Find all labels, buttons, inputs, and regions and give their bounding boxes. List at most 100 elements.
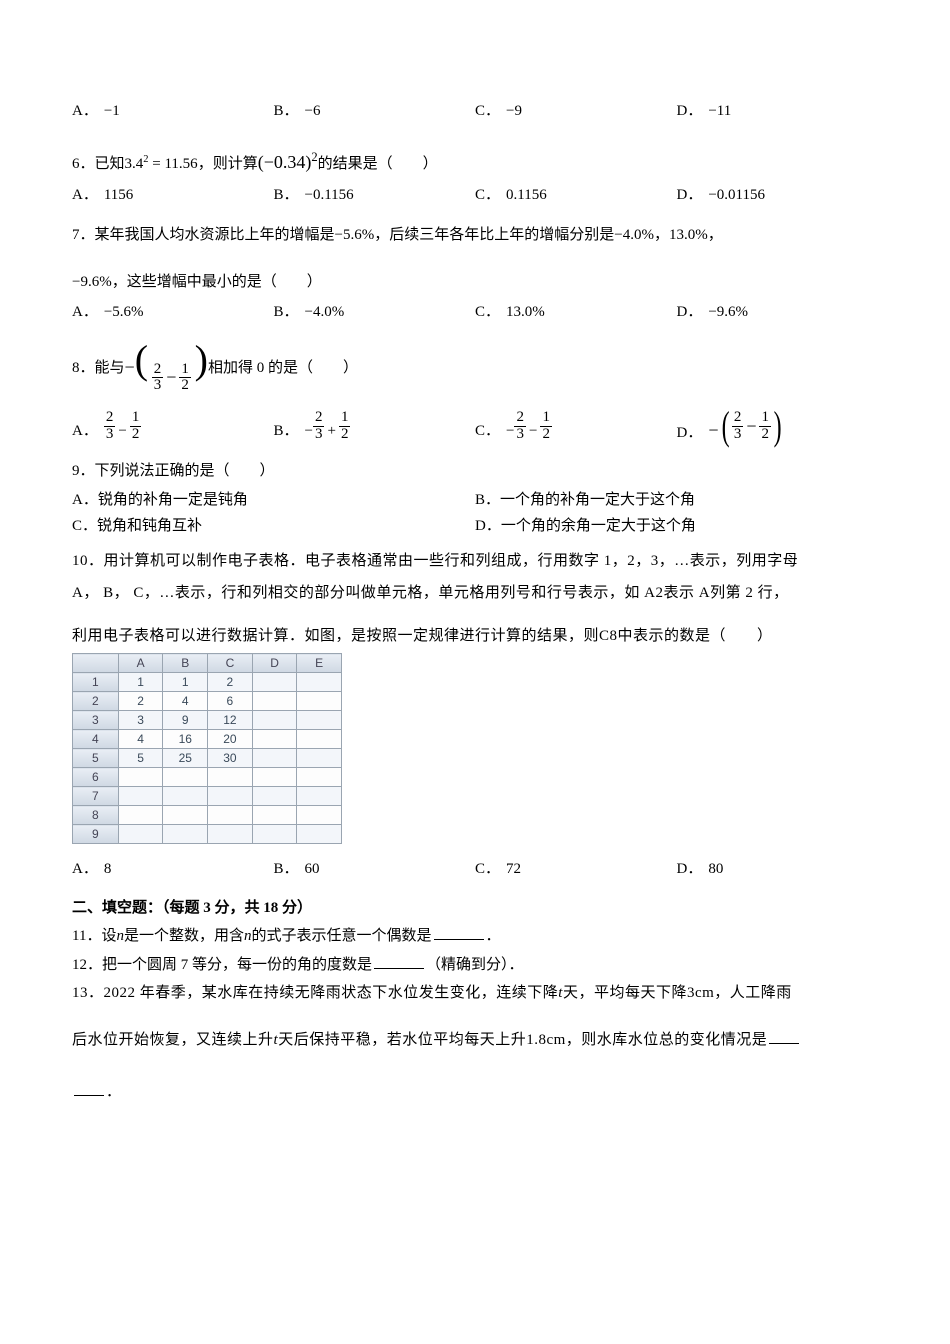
sheet-cell: [252, 730, 297, 749]
sheet-col-header: A: [118, 654, 163, 673]
q5-option-d: D．−11: [677, 100, 879, 123]
q8-options: A． 23 − 12 B． − 23 + 12 C． − 23 − 12 D． …: [72, 408, 878, 444]
sheet-cell: 16: [163, 730, 208, 749]
q9-options-row1: A．锐角的补角一定是钝角 B．一个角的补角一定大于这个角: [72, 489, 878, 512]
sheet-cell: [252, 806, 297, 825]
q7-line1: 7．某年我国人均水资源比上年的增幅是−5.6%，后续三年各年比上年的增幅分别是−…: [72, 224, 878, 247]
section-2-title: 二、填空题：（每题 3 分，共 18 分）: [72, 897, 878, 920]
q10-line1: 10．用计算机可以制作电子表格．电子表格通常由一些行和列组成，行用数字 1，2，…: [72, 550, 878, 573]
sheet-cell: [252, 768, 297, 787]
fill-blank[interactable]: [434, 925, 484, 940]
q10-option-b: B．60: [274, 858, 476, 881]
q13-line3: ．: [72, 1081, 878, 1104]
sheet-cell: [297, 730, 342, 749]
q10-option-d: D．80: [677, 858, 879, 881]
sheet-cell: [297, 768, 342, 787]
fill-blank[interactable]: [374, 954, 424, 969]
q7-option-a: A．−5.6%: [72, 301, 274, 324]
sheet-cell: [297, 673, 342, 692]
opt-label: B．: [274, 100, 299, 123]
q7-option-b: B．−4.0%: [274, 301, 476, 324]
sheet-cell: 2: [118, 692, 163, 711]
q6-option-b: B．−0.1156: [274, 184, 476, 207]
q9-text: 9．下列说法正确的是（ ）: [72, 460, 878, 483]
sheet-col-header: D: [252, 654, 297, 673]
sheet-cell: [118, 825, 163, 844]
q9: 9．下列说法正确的是（ ） A．锐角的补角一定是钝角 B．一个角的补角一定大于这…: [72, 460, 878, 538]
q10-option-a: A．8: [72, 858, 274, 881]
q6-option-c: C．0.1156: [475, 184, 677, 207]
q-number: 9．: [72, 463, 95, 479]
sheet-cell: [252, 692, 297, 711]
q8-option-c: C． − 23 − 12: [475, 410, 677, 443]
sheet-cell: 25: [163, 749, 208, 768]
q13-line2: 后水位开始恢复，又连续上升t天后保持平稳，若水位平均每天上升1.8cm，则水库水…: [72, 1029, 878, 1052]
q9-option-b: B．一个角的补角一定大于这个角: [475, 489, 878, 512]
q8: 8． 能与 − ( 23 − 12 ) 相加得 0 的是（ ） A． 23 − …: [72, 342, 878, 445]
sheet-row-header: 2: [73, 692, 119, 711]
q5-option-c: C． −9: [475, 100, 677, 123]
q6-option-d: D．−0.01156: [677, 184, 879, 207]
sheet-row-header: 5: [73, 749, 119, 768]
sheet-row-header: 3: [73, 711, 119, 730]
sheet-cell: 30: [208, 749, 253, 768]
sheet-cell: [252, 749, 297, 768]
opt-label: D．: [677, 100, 703, 123]
sheet-cell: [118, 806, 163, 825]
sheet-cell: 20: [208, 730, 253, 749]
opt-label: C．: [475, 100, 500, 123]
sheet-row-header: 7: [73, 787, 119, 806]
sheet-col-header: C: [208, 654, 253, 673]
sheet-row-header: 4: [73, 730, 119, 749]
sheet-row: 441620: [73, 730, 342, 749]
sheet-row: 1112: [73, 673, 342, 692]
sheet-cell: 1: [118, 673, 163, 692]
q5-option-b: B．−6: [274, 100, 476, 123]
q6-option-a: A．1156: [72, 184, 274, 207]
sheet-cell: [297, 825, 342, 844]
q7-option-d: D．−9.6%: [677, 301, 879, 324]
sheet-cell: [297, 711, 342, 730]
q7: 7．某年我国人均水资源比上年的增幅是−5.6%，后续三年各年比上年的增幅分别是−…: [72, 224, 878, 324]
sheet-cell: [252, 711, 297, 730]
sheet-cell: [252, 673, 297, 692]
sheet-cell: [163, 806, 208, 825]
q9-option-c: C．锐角和钝角互补: [72, 515, 475, 538]
fill-blank[interactable]: [74, 1081, 104, 1096]
opt-value: −1: [104, 100, 120, 123]
q9-option-a: A．锐角的补角一定是钝角: [72, 489, 475, 512]
sheet-cell: [297, 806, 342, 825]
q-number: 13．: [72, 985, 104, 1001]
fill-blank[interactable]: [769, 1029, 799, 1044]
q-number: 6．: [72, 153, 95, 176]
q7-line2: −9.6%，这些增幅中最小的是（ ）: [72, 271, 878, 294]
q8-option-b: B． − 23 + 12: [274, 410, 476, 443]
sheet-row-header: 9: [73, 825, 119, 844]
sheet-cell: [208, 825, 253, 844]
q7-option-c: C．13.0%: [475, 301, 677, 324]
q6: 6． 已知 3.42 = 11.56 ，则计算 (−0.34)2 的结果是（ ）…: [72, 149, 878, 207]
q12: 12．把一个圆周 7 等分，每一份的角的度数是（精确到分）．: [72, 954, 878, 977]
sheet-cell: [297, 749, 342, 768]
sheet-cell: [163, 787, 208, 806]
sheet-cell: 1: [163, 673, 208, 692]
opt-label: A．: [72, 100, 98, 123]
q5-options: A． −1 B．−6 C． −9 D．−11: [72, 100, 878, 123]
sheet-cell: 6: [208, 692, 253, 711]
sheet-row: 7: [73, 787, 342, 806]
sheet-cell: [252, 787, 297, 806]
sheet-cell: [208, 787, 253, 806]
sheet-cell: [208, 806, 253, 825]
q10-line3: 利用电子表格可以进行数据计算．如图，是按照一定规律进行计算的结果，则C8中表示的…: [72, 625, 878, 648]
q-number: 12．: [72, 957, 102, 973]
sheet-row-header: 6: [73, 768, 119, 787]
q10: 10．用计算机可以制作电子表格．电子表格通常由一些行和列组成，行用数字 1，2，…: [72, 550, 878, 881]
sheet-cell: [118, 787, 163, 806]
sheet-cell: 4: [118, 730, 163, 749]
sheet-cell: 4: [163, 692, 208, 711]
q7-options: A．−5.6% B．−4.0% C．13.0% D．−9.6%: [72, 301, 878, 324]
sheet-col-header: [73, 654, 119, 673]
opt-value: −9: [506, 100, 522, 123]
q-number: 8．: [72, 357, 95, 380]
sheet-cell: [252, 825, 297, 844]
